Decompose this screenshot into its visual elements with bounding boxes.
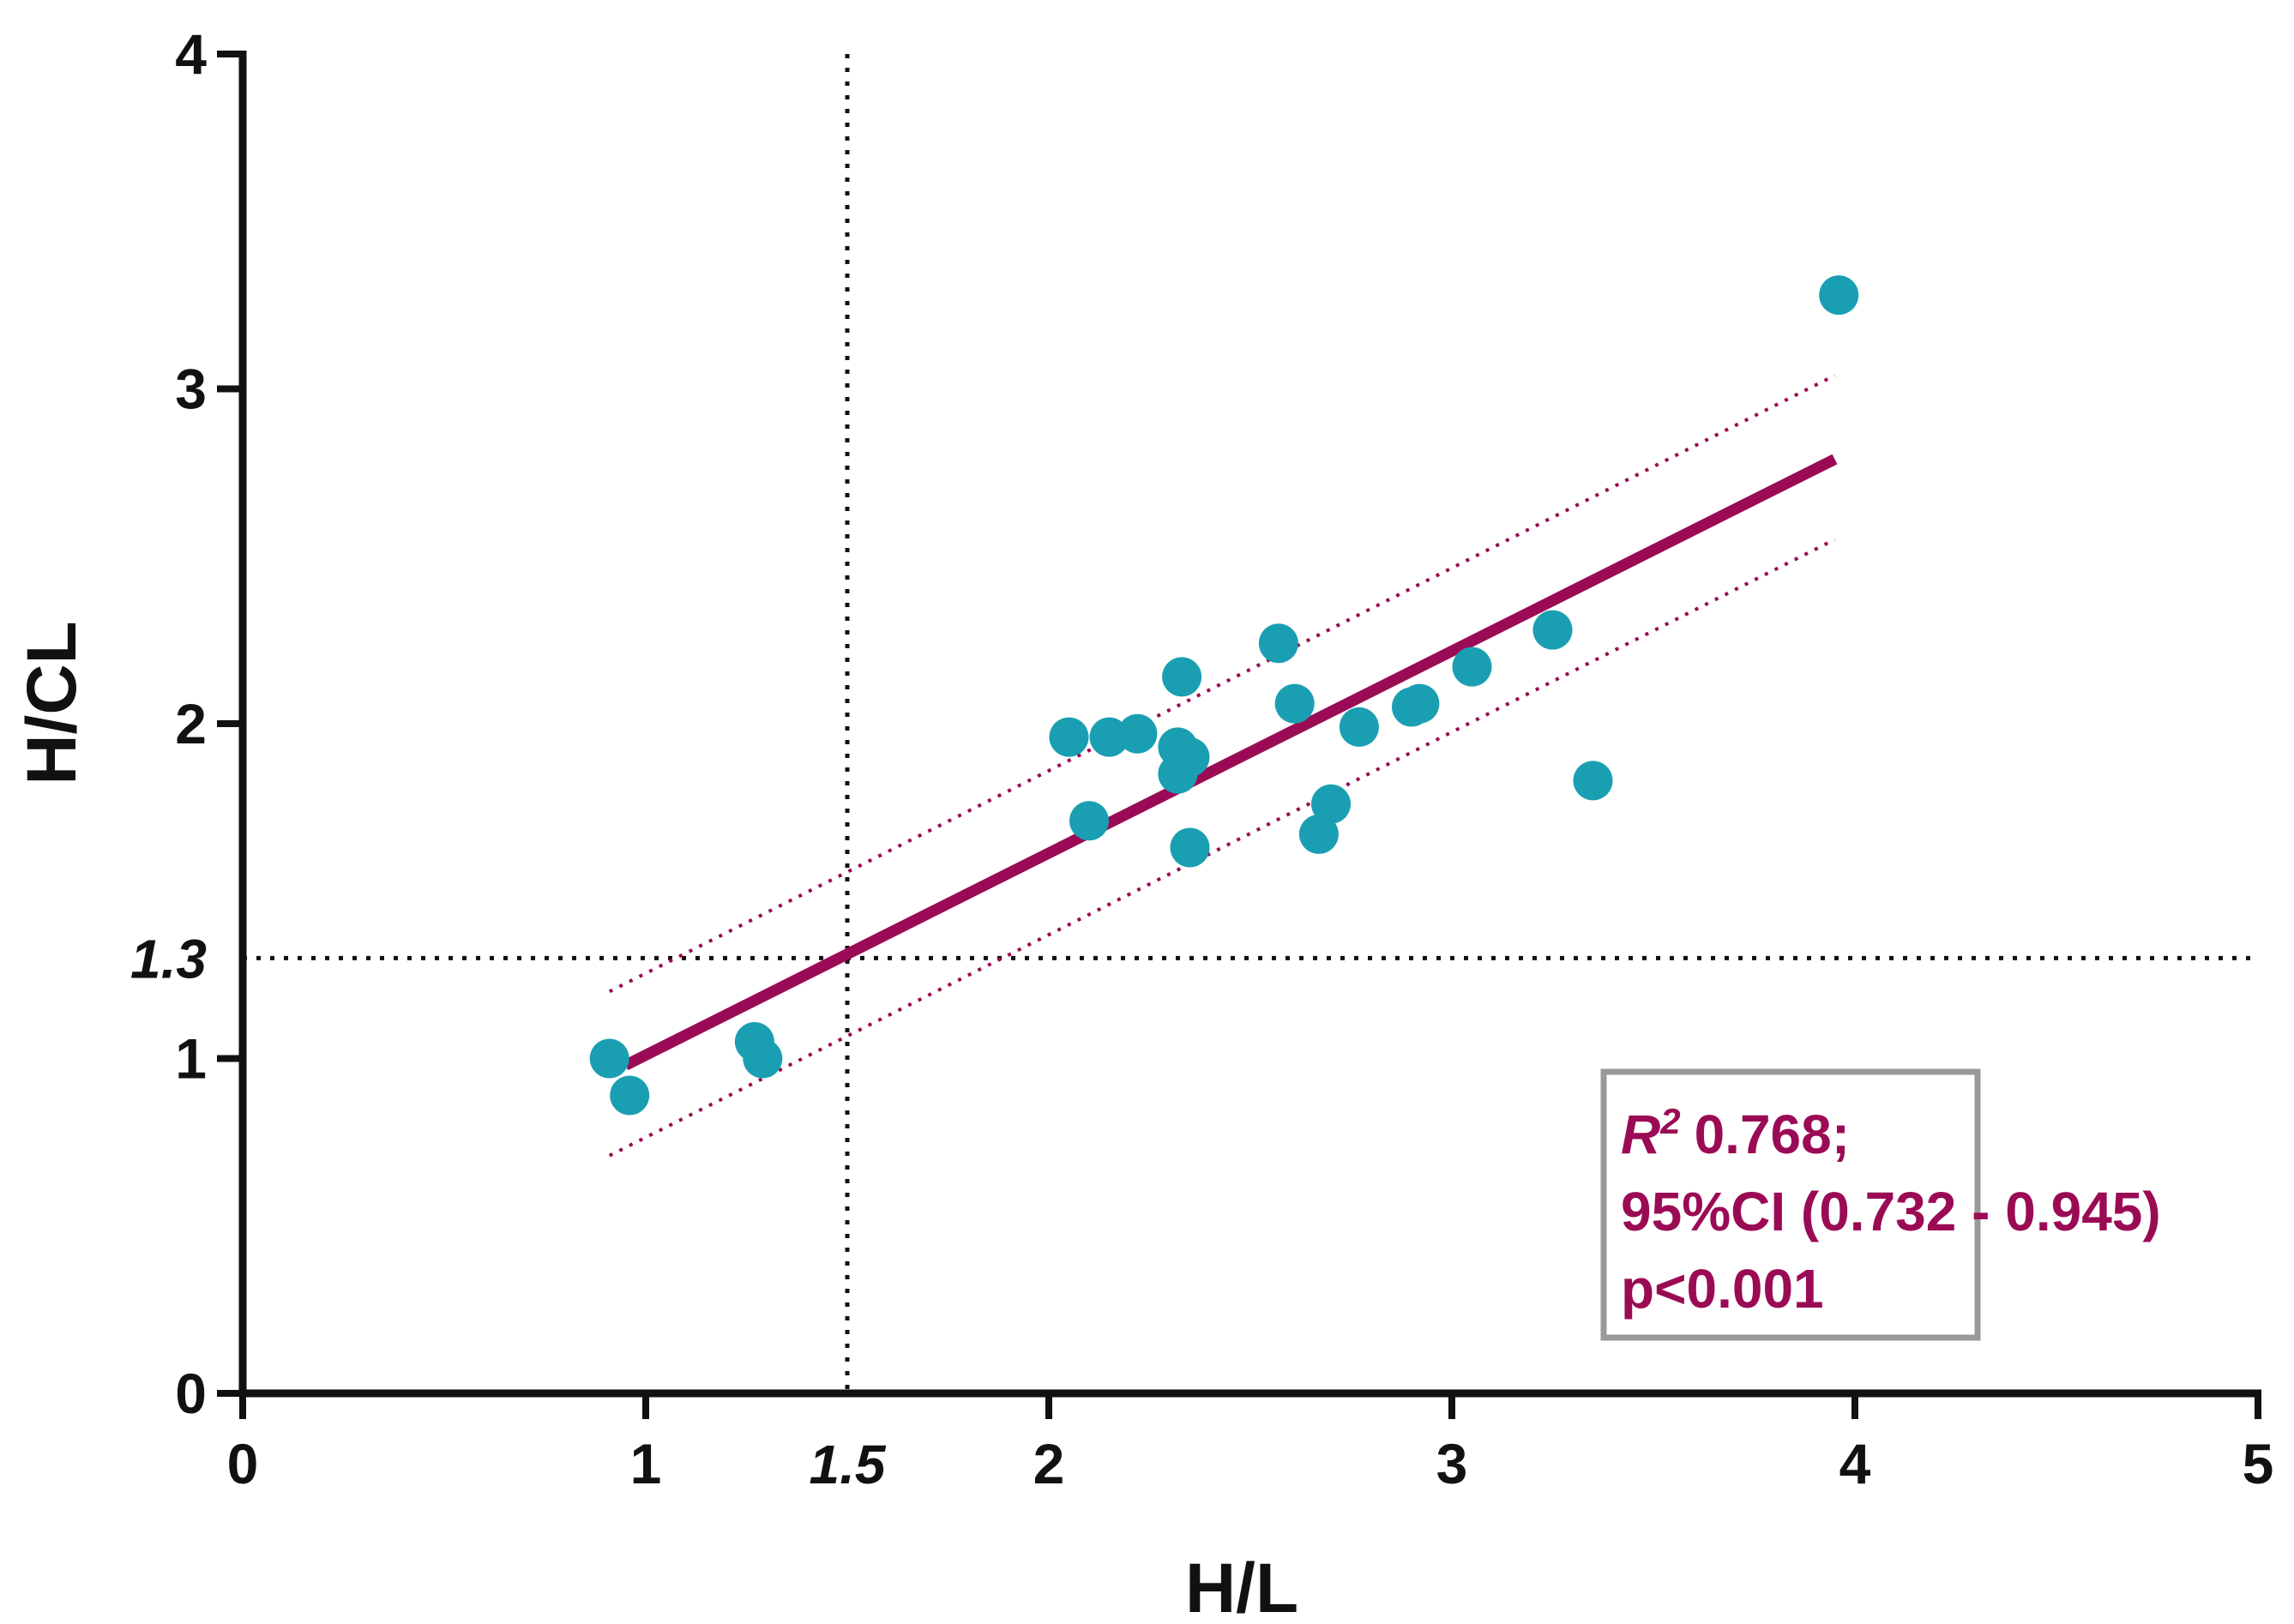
data-point [1532,610,1573,650]
x-tick-label: 5 [2243,1432,2274,1495]
regression-line [623,454,1838,1071]
data-point [1400,683,1440,724]
data-point [589,1038,629,1079]
data-point [1452,647,1492,687]
data-point [1069,801,1109,841]
y-tick-label: 0 [175,1362,207,1425]
data-point [1298,814,1339,854]
data-point [1274,683,1315,724]
data-point [1258,623,1298,664]
data-point [1049,717,1089,757]
x-tick-label: 2 [1033,1432,1065,1495]
x-tick-label: 1.5 [810,1434,887,1495]
x-tick-label: 1 [630,1432,662,1495]
stats-r-squared: R2 0.768; [1621,1101,1850,1166]
data-point [1162,657,1202,697]
x-tick-label: 0 [227,1432,259,1495]
y-tick-label: 1.3 [130,928,207,989]
data-point [743,1038,783,1079]
y-tick-label: 4 [175,22,207,86]
data-point [610,1075,650,1116]
x-axis-title: H/L [1185,1549,1298,1624]
r-value: 0.768; [1695,1104,1850,1165]
reference-lines [243,54,2258,1393]
x-tick-label: 4 [1839,1432,1871,1495]
confidence-band-lower [608,538,1836,1158]
data-point [1117,713,1158,754]
stats-annotation-box: R2 0.768; 95%CI (0.732 - 0.945) p<0.001 [1600,1068,2161,1341]
stats-p-value: p<0.001 [1621,1258,1824,1320]
stats-confidence-interval: 95%CI (0.732 - 0.945) [1621,1181,2161,1242]
y-tick-label: 3 [175,358,207,421]
r-exponent: 2 [1659,1101,1680,1141]
data-points [589,275,1859,1116]
r-symbol: R [1621,1104,1660,1165]
data-point [1170,827,1210,868]
data-point [1311,784,1351,824]
y-tick-label: 1 [175,1027,207,1091]
confidence-band-upper [608,374,1836,994]
x-tick-label: 3 [1436,1432,1468,1495]
data-point [1339,707,1379,747]
data-point [1158,754,1198,794]
y-axis-title: H/CL [13,621,91,785]
regression-line-group [623,454,1838,1071]
y-tick-label: 2 [175,692,207,755]
data-point [1819,275,1859,316]
axes [217,51,2261,1419]
tick-labels: 0 1 1.5 2 3 4 5 0 1 1.3 2 3 4 [130,22,2273,1495]
stats-box-border [1600,1068,1981,1341]
data-point [1573,761,1613,801]
